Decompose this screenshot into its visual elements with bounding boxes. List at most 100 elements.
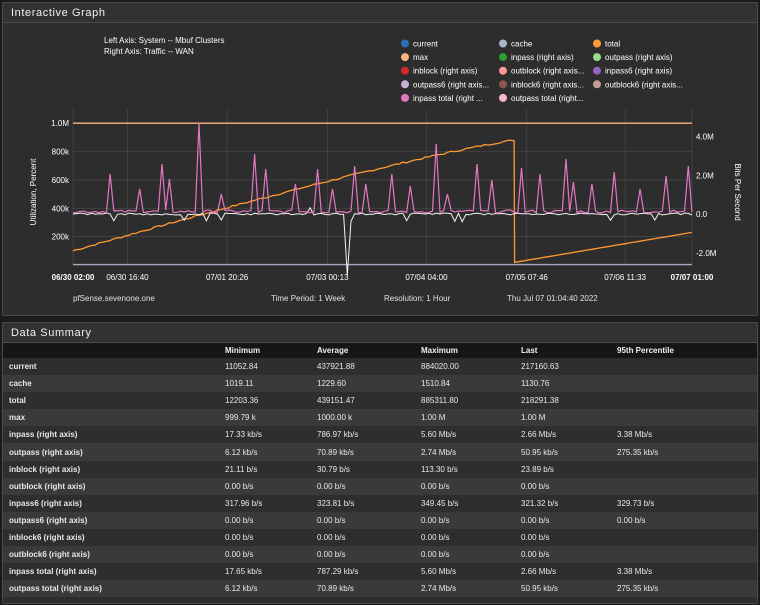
- cell-minimum: 0.00 b/s: [221, 528, 313, 547]
- cell-95th-percentile: 0.00 b/s: [613, 511, 757, 529]
- cell-maximum: 884020.00: [417, 358, 517, 376]
- series-total-line[interactable]: [72, 139, 693, 264]
- legend-item[interactable]: inpass total (right ...: [401, 93, 483, 103]
- row-name: max: [3, 409, 221, 427]
- legend-label: inblock6 (right axis...: [511, 80, 584, 89]
- table-row: inpass6 (right axis) 317.96 b/s 323.81 b/s…: [3, 494, 757, 512]
- cell-maximum: 5.60 Mb/s: [417, 426, 517, 444]
- legend-swatch: [499, 53, 507, 62]
- cell-average: 439151.47: [313, 392, 417, 410]
- legend-item[interactable]: current: [401, 39, 439, 49]
- cell-maximum: 0.00 b/s: [417, 511, 517, 529]
- legend-item[interactable]: outblock6 (right axis...: [593, 80, 683, 89]
- legend-item[interactable]: outblock (right axis...: [499, 66, 584, 76]
- legend-item[interactable]: cache: [499, 39, 533, 49]
- table-row: cache 1019.11 1229.60 1510.84 1130.76: [3, 375, 757, 393]
- legend-label: cache: [511, 40, 533, 49]
- y-tick-label: 600k: [52, 176, 70, 185]
- cell-last: 50.95 kb/s: [517, 580, 613, 598]
- legend-item[interactable]: total: [593, 39, 620, 49]
- table-row: inpass (right axis) 17.33 kb/s 786.97 kb/s…: [3, 426, 757, 444]
- header-average: Average: [313, 343, 417, 358]
- row-name: inpass6 (right axis): [3, 494, 221, 512]
- x-tick-label: 07/05 07:46: [506, 273, 549, 282]
- legend-swatch: [401, 93, 409, 102]
- graph-panel-title: Interactive Graph: [11, 6, 106, 19]
- cell-last: 2.66 Mb/s: [517, 563, 613, 581]
- cell-maximum: 113.30 b/s: [417, 460, 517, 478]
- legend-label: outpass6 (right axis...: [413, 80, 489, 89]
- cell-95th-percentile: [613, 546, 757, 564]
- cell-95th-percentile: [613, 409, 757, 427]
- legend-swatch: [401, 39, 409, 48]
- cell-last: 0.00 b/s: [517, 546, 613, 564]
- cell-minimum: 0.00 b/s: [221, 511, 313, 529]
- legend-swatch: [401, 53, 409, 62]
- cell-minimum: 6.12 kb/s: [221, 580, 313, 598]
- cell-minimum: 999.79 k: [221, 409, 313, 427]
- row-name: cache: [3, 375, 221, 393]
- cell-last: 2.66 Mb/s: [517, 426, 613, 444]
- cell-minimum: 17.65 kb/s: [221, 563, 313, 581]
- table-row: outpass (right axis) 6.12 kb/s 70.89 kb/s 2…: [3, 443, 757, 461]
- row-name: inblock (right axis): [3, 460, 221, 478]
- x-tick-label: 07/07 01:00: [671, 273, 714, 282]
- header-95th-percentile: 95th Percentile: [613, 343, 757, 358]
- legend-item[interactable]: outpass (right axis): [593, 53, 673, 62]
- cell-average: 787.29 kb/s: [313, 563, 417, 581]
- legend-item[interactable]: inpass (right axis): [499, 53, 574, 62]
- cell-maximum: 349.45 b/s: [417, 494, 517, 512]
- cell-minimum: 12203.36: [221, 392, 313, 410]
- cell-95th-percentile: 3.38 Mb/s: [613, 426, 757, 444]
- cell-last: 0.00 b/s: [517, 528, 613, 547]
- legend-item[interactable]: outpass total (right...: [499, 93, 583, 103]
- cell-maximum: 0.00 b/s: [417, 477, 517, 495]
- cell-last: 23.89 b/s: [517, 460, 613, 478]
- footer-timestamp: Thu Jul 07 01:04:40 2022: [507, 294, 598, 303]
- chart-series[interactable]: [72, 122, 693, 276]
- y2-tick-label: -2.0M: [696, 249, 717, 258]
- row-name: total: [3, 392, 221, 410]
- y-tick-label: 1.0M: [51, 119, 69, 128]
- table-row: outblock (right axis) 0.00 b/s 0.00 b/s 0.0…: [3, 477, 757, 495]
- cell-average: 0.00 b/s: [313, 511, 417, 529]
- table-row: outblock6 (right axis) 0.00 b/s 0.00 b/s 0.…: [3, 546, 757, 564]
- legend-item[interactable]: max: [401, 53, 428, 62]
- legend-label: inpass6 (right axis): [605, 67, 672, 76]
- footer-resolution: Resolution: 1 Hour: [384, 294, 451, 303]
- cell-95th-percentile: [613, 358, 757, 376]
- legend-item[interactable]: inblock6 (right axis...: [499, 80, 584, 89]
- legend-item[interactable]: inblock (right axis): [401, 66, 478, 76]
- cell-95th-percentile: 3.38 Mb/s: [613, 563, 757, 581]
- table-row: outpass total (right axis) 6.12 kb/s 70.89…: [3, 580, 757, 598]
- x-tick-label: 07/01 20:26: [206, 273, 249, 282]
- header-maximum: Maximum: [417, 343, 517, 358]
- cell-maximum: 0.00 b/s: [417, 546, 517, 564]
- y-axis-label: Utilization, Percent: [29, 158, 38, 225]
- cell-95th-percentile: 275.35 kb/s: [613, 580, 757, 598]
- legend-item[interactable]: outpass6 (right axis...: [401, 80, 489, 89]
- chart-axes: 200k 400k 600k 800k 1.0M -2.0M 0.0 2.0M 4.0M 06/3…: [51, 119, 717, 282]
- cell-minimum: 17.33 kb/s: [221, 426, 313, 444]
- y2-tick-label: 0.0: [696, 210, 708, 219]
- legend-label: total: [605, 40, 620, 49]
- cell-maximum: 2.74 Mb/s: [417, 580, 517, 598]
- chart-legend[interactable]: current cache total max inpass (right axis) o…: [401, 39, 683, 103]
- cell-minimum: 21.11 b/s: [221, 460, 313, 478]
- cell-last: 321.32 b/s: [517, 494, 613, 512]
- cell-95th-percentile: 329.73 b/s: [613, 494, 757, 512]
- chart-subtitle-left: Left Axis: System -- Mbuf Clusters: [104, 36, 224, 45]
- cell-minimum: 317.96 b/s: [221, 494, 313, 512]
- legend-item[interactable]: inpass6 (right axis): [593, 66, 672, 76]
- cell-95th-percentile: [613, 528, 757, 547]
- y2-tick-label: 4.0M: [696, 133, 714, 142]
- y2-axis-label: Bits Per Second: [733, 163, 742, 220]
- traffic-chart[interactable]: Left Axis: System -- Mbuf Clusters Right…: [3, 24, 759, 316]
- x-tick-label: 06/30 16:40: [106, 273, 149, 282]
- cell-last: 0.00 b/s: [517, 477, 613, 495]
- series-outpass-line[interactable]: [72, 206, 693, 276]
- series-inpass-total-line[interactable]: [72, 123, 693, 214]
- cell-maximum: 885311.80: [417, 392, 517, 410]
- legend-swatch: [401, 66, 409, 75]
- cell-last: 217160.63: [517, 358, 613, 376]
